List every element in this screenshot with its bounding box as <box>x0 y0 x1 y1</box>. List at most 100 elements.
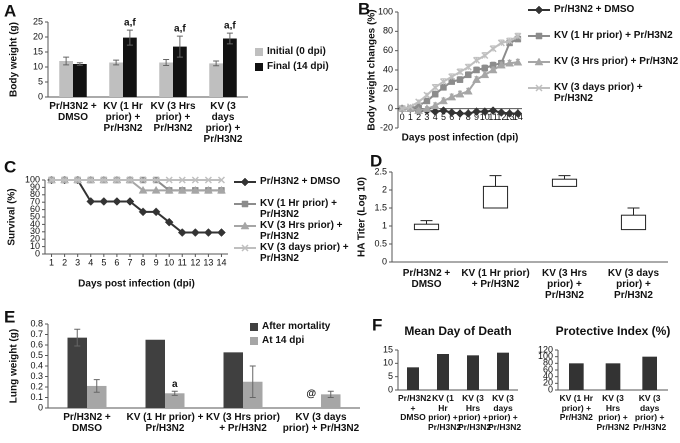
y-tick-label: 100 <box>25 174 40 184</box>
legend-label: KV (3 days prior) + Pr/H3N2 <box>554 82 643 104</box>
error-bar <box>176 35 183 58</box>
y-tick-label: 40 <box>383 64 393 74</box>
error-bar <box>76 62 83 66</box>
y-tick-label: 0.7 <box>30 329 43 339</box>
y-tick-label: 30 <box>30 226 40 236</box>
marker <box>463 109 473 118</box>
panel-letter: C <box>4 157 16 176</box>
error-bar <box>63 56 70 66</box>
y-tick-label: 2 <box>382 184 387 194</box>
marker <box>217 228 226 237</box>
marker <box>190 228 200 237</box>
y-tick-label: 60 <box>30 204 40 214</box>
legend-label: KV (3 days prior) + Pr/H3N2 <box>260 242 349 264</box>
y-tick-label: 100 <box>378 6 393 16</box>
y-tick-label: 1 <box>382 220 387 230</box>
x-tick-label: 1 <box>49 257 54 267</box>
y-tick-label: 0 <box>388 103 393 113</box>
x-tick-label: KV (3 Hrs prior) + Pr/H3N2 <box>541 268 587 301</box>
marker <box>178 176 186 184</box>
whisker <box>627 207 640 216</box>
error-bar <box>213 60 220 67</box>
annotation: a,f <box>224 21 236 32</box>
marker <box>506 37 514 45</box>
y-tick-label: 60 <box>543 364 553 374</box>
marker <box>61 176 69 184</box>
bar <box>321 394 341 408</box>
x-tick-label: KV (3 Hrs prior) + Pr/H3N2 <box>458 393 492 432</box>
x-tick-label: 12 <box>496 112 506 122</box>
marker <box>480 70 490 79</box>
y-tick-label: 5 <box>38 76 43 86</box>
bar <box>109 62 123 97</box>
y-tick-label: 20 <box>383 84 393 94</box>
x-tick-label: 10 <box>164 257 174 267</box>
marker <box>535 84 543 92</box>
legend-swatch <box>250 337 258 345</box>
marker <box>456 76 464 83</box>
x-tick-label: Pr/H3N2 + DMSO <box>63 412 111 434</box>
y-tick-label: 20 <box>33 31 43 41</box>
marker <box>431 83 439 91</box>
x-tick-label: KV (1 Hr prior) + Pr/H3N2 <box>559 393 594 422</box>
marker <box>505 109 514 118</box>
marker <box>112 197 122 206</box>
marker <box>473 56 481 64</box>
marker <box>534 57 544 66</box>
marker <box>100 176 108 184</box>
error-bar <box>126 29 133 46</box>
error-bar <box>113 59 120 66</box>
marker <box>177 228 187 237</box>
marker <box>152 176 160 184</box>
y-tick-label: 0 <box>35 248 40 258</box>
marker <box>480 107 490 116</box>
marker <box>431 90 439 98</box>
x-tick-label: KV (3 days prior) + Pr/H3N2 <box>633 393 667 432</box>
y-axis-title: Body weight changes (%) <box>367 9 378 130</box>
y-axis-title: Lung weight (g) <box>9 329 20 403</box>
y-tick-label: 0 <box>38 402 43 412</box>
y-tick-label: 80 <box>383 26 393 36</box>
marker <box>473 66 480 74</box>
x-tick-label: KV (3 days prior) + Pr/H3N2 <box>488 393 522 432</box>
marker <box>465 71 472 79</box>
y-tick-label: 10 <box>30 241 40 251</box>
error-bar <box>163 59 170 66</box>
x-tick-label: 6 <box>114 257 119 267</box>
marker <box>126 176 134 184</box>
bar <box>165 393 185 408</box>
x-tick-label: 3 <box>424 112 429 122</box>
y-tick-label: 0.2 <box>30 381 43 391</box>
y-tick-label: 40 <box>30 219 40 229</box>
marker <box>514 32 522 40</box>
bar <box>569 363 584 390</box>
x-tick-label: 10 <box>480 112 490 122</box>
marker <box>190 185 200 194</box>
y-axis-title: HA Titer (Log 10) <box>357 177 368 257</box>
bar <box>73 64 87 97</box>
y-tick-label: 15 <box>383 344 393 354</box>
x-tick-label: KV (1 Hr prior) + Pr/H3N2 <box>461 268 530 290</box>
error-bar <box>226 32 233 45</box>
x-tick-label: 5 <box>101 257 106 267</box>
x-tick-label: 13 <box>203 257 213 267</box>
y-tick-label: 0 <box>548 384 553 394</box>
marker <box>440 84 447 91</box>
y-tick-label: 0.1 <box>30 392 43 402</box>
chart-title: Protective Index (%) <box>556 324 671 338</box>
y-axis-title: Body weight (g) <box>9 22 20 97</box>
marker <box>497 39 505 47</box>
x-tick-label: 4 <box>88 257 93 267</box>
marker <box>48 176 56 184</box>
annotation: a <box>172 379 178 390</box>
error-bar <box>249 365 256 398</box>
marker <box>456 68 464 76</box>
marker <box>447 92 457 101</box>
legend-swatch <box>255 48 263 56</box>
marker <box>165 176 173 184</box>
y-tick-label: 70 <box>30 197 40 207</box>
bar <box>437 354 449 390</box>
marker <box>151 185 161 194</box>
marker <box>217 176 225 184</box>
y-tick-label: 40 <box>543 371 553 381</box>
